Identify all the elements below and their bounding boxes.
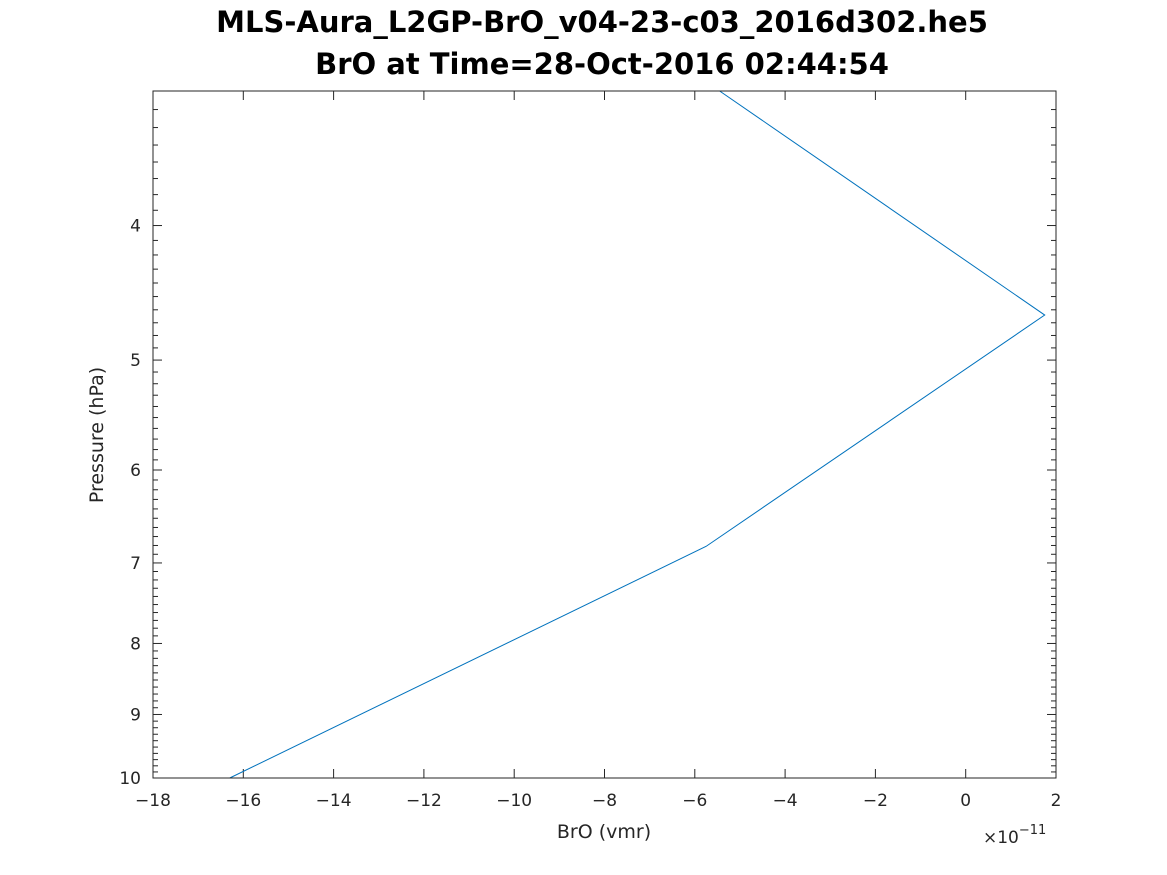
x-tick-label: −2 <box>863 791 888 811</box>
y-tick-label: 5 <box>130 351 141 371</box>
y-tick-label: 7 <box>130 554 141 574</box>
x-tick-label: 0 <box>960 791 971 811</box>
plot-frame <box>152 90 1057 779</box>
x-axis-exponent-power: −11 <box>1019 823 1046 838</box>
x-tick-label: −6 <box>682 791 707 811</box>
x-tick-label: −14 <box>316 791 352 811</box>
series-line-0 <box>229 90 1046 779</box>
x-axis-label: BrO (vmr) <box>557 821 651 843</box>
x-tick-label: −10 <box>496 791 532 811</box>
series-layer <box>229 90 1046 779</box>
y-tick-label: 6 <box>130 461 141 481</box>
x-tick-label: 2 <box>1051 791 1062 811</box>
y-tick-label: 9 <box>130 705 141 725</box>
y-tick-label: 10 <box>119 769 141 789</box>
x-axis-exponent: ×10−11 <box>983 823 1046 848</box>
y-tick-label: 8 <box>130 634 141 654</box>
tick-labels: −18 −16 −14 −12 −10 −8 −6 −4 −2 0 2 4 5 6 7 8 9 10 <box>119 217 1061 811</box>
x-tick-label: −12 <box>406 791 442 811</box>
x-axis-exponent-base: ×10 <box>983 828 1019 848</box>
plot-area <box>153 91 1056 778</box>
y-tick-label: 4 <box>130 217 141 237</box>
chart-subtitle: BrO at Time=28-Oct-2016 02:44:54 <box>315 47 889 81</box>
tick-marks <box>152 91 1057 779</box>
x-tick-label: −18 <box>135 791 171 811</box>
x-tick-label: −4 <box>773 791 798 811</box>
x-tick-label: −16 <box>225 791 261 811</box>
chart-title: MLS-Aura_L2GP-BrO_v04-23-c03_2016d302.he… <box>216 5 988 39</box>
y-axis-label: Pressure (hPa) <box>86 367 108 503</box>
x-tick-label: −8 <box>592 791 617 811</box>
